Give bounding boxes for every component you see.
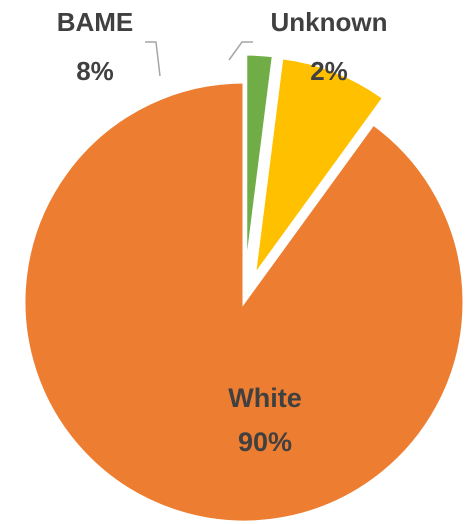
leader-lines [145, 41, 253, 77]
slice-value-white: 90% [238, 427, 292, 457]
slice-label-white: White [228, 383, 302, 413]
pie-slice-unknown [244, 52, 276, 275]
pie-slice-white [22, 80, 466, 524]
slice-value-unknown: 2% [310, 56, 348, 86]
leader-line-bame [145, 41, 161, 77]
pie-slices [22, 52, 466, 524]
slice-value-bame: 8% [76, 56, 114, 86]
slice-label-unknown: Unknown [271, 7, 388, 37]
pie-slice-bame [252, 56, 386, 277]
slice-label-bame: BAME [57, 7, 134, 37]
leader-line-unknown [228, 41, 253, 61]
